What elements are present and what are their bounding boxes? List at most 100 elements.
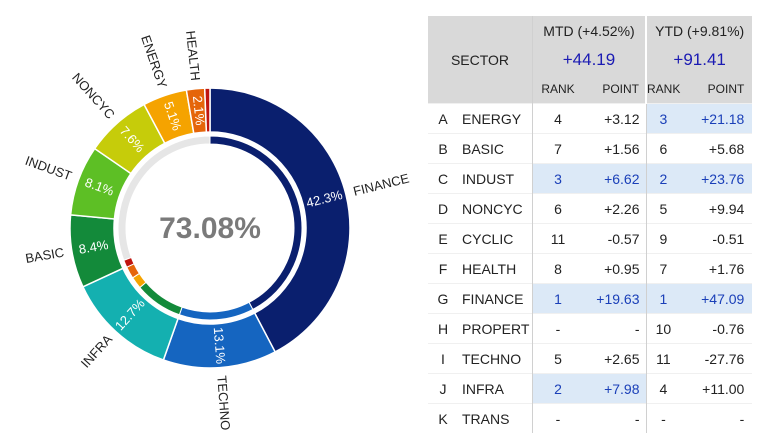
table-row: G FINANCE 1 +19.63 1 +47.09 bbox=[428, 283, 753, 314]
center-percentage: 73.08% bbox=[159, 212, 261, 245]
ytd-title: YTD (+9.81%) bbox=[646, 16, 753, 45]
row-sector: BASIC bbox=[458, 133, 533, 164]
slice-name-label: INDUST bbox=[23, 153, 74, 184]
row-letter: K bbox=[428, 403, 458, 433]
table-row: J INFRA 2 +7.98 4 +11.00 bbox=[428, 373, 753, 404]
row-ytd-point: +47.09 bbox=[680, 283, 753, 314]
row-sector: TRANS bbox=[458, 403, 533, 433]
sector-header: SECTOR bbox=[428, 16, 533, 104]
table-row: I TECHNO 5 +2.65 11 -27.76 bbox=[428, 343, 753, 374]
row-sector: ENERGY bbox=[458, 103, 533, 134]
slice-name-label: INFRA bbox=[78, 331, 116, 370]
slice-name-label: BASIC bbox=[24, 245, 65, 266]
mtd-total: +44.19 bbox=[532, 45, 647, 74]
row-ytd-point: +11.00 bbox=[680, 373, 753, 404]
mtd-point-header: POINT bbox=[583, 74, 647, 104]
row-letter: D bbox=[428, 193, 458, 224]
row-ytd-rank: 1 bbox=[645, 283, 681, 314]
row-mtd-rank: 6 bbox=[532, 193, 583, 224]
row-mtd-point: +1.56 bbox=[583, 133, 646, 164]
row-sector: CYCLIC bbox=[458, 223, 533, 254]
row-mtd-rank: 3 bbox=[532, 163, 583, 194]
row-ytd-rank: 10 bbox=[645, 313, 681, 344]
row-mtd-point: - bbox=[583, 403, 646, 433]
sector-performance-table: SECTOR MTD (+4.52%) YTD (+9.81%) +44.19 … bbox=[428, 16, 753, 433]
row-mtd-point: +7.98 bbox=[583, 373, 646, 404]
row-mtd-rank: 5 bbox=[532, 343, 583, 374]
row-sector: NONCYC bbox=[458, 193, 533, 224]
row-ytd-point: - bbox=[680, 403, 753, 433]
row-ytd-point: +5.68 bbox=[680, 133, 753, 164]
row-ytd-point: +23.76 bbox=[680, 163, 753, 194]
row-mtd-point: +2.65 bbox=[583, 343, 646, 374]
row-ytd-point: -27.76 bbox=[680, 343, 753, 374]
row-letter: F bbox=[428, 253, 458, 284]
row-sector: FINANCE bbox=[458, 283, 533, 314]
table-row: E CYCLIC 11 -0.57 9 -0.51 bbox=[428, 223, 753, 254]
row-ytd-point: +1.76 bbox=[680, 253, 753, 284]
ytd-total: +91.41 bbox=[646, 45, 753, 74]
row-sector: HEALTH bbox=[458, 253, 533, 284]
slice-name-label: ENERGY bbox=[138, 33, 170, 90]
row-ytd-point: +9.94 bbox=[680, 193, 753, 224]
slice-finance bbox=[209, 87, 351, 353]
row-letter: A bbox=[428, 103, 458, 134]
row-sector: INFRA bbox=[458, 373, 533, 404]
table-row: A ENERGY 4 +3.12 3 +21.18 bbox=[428, 103, 753, 134]
table-row: H PROPERT - -10 -0.76 bbox=[428, 313, 753, 344]
row-letter: G bbox=[428, 283, 458, 314]
slice-value-label: 2.1% bbox=[190, 95, 208, 126]
row-letter: B bbox=[428, 133, 458, 164]
row-ytd-rank: 6 bbox=[645, 133, 681, 164]
table-row: F HEALTH 8 +0.95 7 +1.76 bbox=[428, 253, 753, 284]
slice-value-label: 8.4% bbox=[78, 237, 110, 257]
ytd-rank-header: RANK bbox=[646, 74, 681, 104]
ytd-point-header: POINT bbox=[680, 74, 753, 104]
row-mtd-rank: 7 bbox=[532, 133, 583, 164]
row-mtd-rank: - bbox=[532, 403, 583, 433]
row-sector: PROPERT bbox=[458, 313, 533, 344]
table-row: C INDUST 3 +6.62 2 +23.76 bbox=[428, 163, 753, 194]
row-letter: H bbox=[428, 313, 458, 344]
row-mtd-rank: 1 bbox=[532, 283, 583, 314]
row-mtd-point: +6.62 bbox=[583, 163, 646, 194]
inner-ring-segment bbox=[178, 301, 254, 321]
table-row: B BASIC 7 +1.56 6 +5.68 bbox=[428, 133, 753, 164]
row-letter: J bbox=[428, 373, 458, 404]
row-mtd-rank: 8 bbox=[532, 253, 583, 284]
row-mtd-point: -0.57 bbox=[583, 223, 646, 254]
mtd-title: MTD (+4.52%) bbox=[532, 16, 647, 45]
table-row: K TRANS - - - - bbox=[428, 403, 753, 433]
row-mtd-rank: 2 bbox=[532, 373, 583, 404]
row-ytd-rank: 3 bbox=[645, 103, 681, 134]
slice-other bbox=[203, 87, 211, 133]
row-ytd-point: +21.18 bbox=[680, 103, 753, 134]
slice-name-label: TECHNO bbox=[214, 375, 233, 431]
table-body: A ENERGY 4 +3.12 3 +21.18 B BASIC 7 +1.56 6 +5.68 C I… bbox=[428, 103, 753, 433]
row-ytd-rank: 4 bbox=[645, 373, 681, 404]
row-mtd-point: +0.95 bbox=[583, 253, 646, 284]
row-ytd-point: -0.76 bbox=[680, 313, 753, 344]
row-mtd-point: +2.26 bbox=[583, 193, 646, 224]
slice-value-label: 13.1% bbox=[211, 327, 229, 365]
row-ytd-rank: 9 bbox=[645, 223, 681, 254]
row-sector: INDUST bbox=[458, 163, 533, 194]
sector-donut-chart: 42.3% FINANCE13.1%TECHNO12.7%INFRA8.4%BAS… bbox=[23, 30, 411, 431]
row-ytd-rank: - bbox=[645, 403, 681, 433]
row-letter: C bbox=[428, 163, 458, 194]
row-letter: I bbox=[428, 343, 458, 374]
row-ytd-rank: 7 bbox=[645, 253, 681, 284]
row-sector: TECHNO bbox=[458, 343, 533, 374]
row-mtd-rank: 4 bbox=[532, 103, 583, 134]
row-mtd-rank: - bbox=[532, 313, 583, 344]
row-mtd-point: - bbox=[583, 313, 646, 344]
row-mtd-point: +19.63 bbox=[583, 283, 646, 314]
mtd-rank-header: RANK bbox=[532, 74, 583, 104]
row-ytd-rank: 2 bbox=[645, 163, 681, 194]
row-ytd-rank: 5 bbox=[645, 193, 681, 224]
row-letter: E bbox=[428, 223, 458, 254]
slice-name-label: FINANCE bbox=[352, 170, 411, 198]
inner-ring-segment bbox=[117, 135, 211, 261]
table-row: D NONCYC 6 +2.26 5 +9.94 bbox=[428, 193, 753, 224]
row-ytd-rank: 11 bbox=[645, 343, 681, 374]
